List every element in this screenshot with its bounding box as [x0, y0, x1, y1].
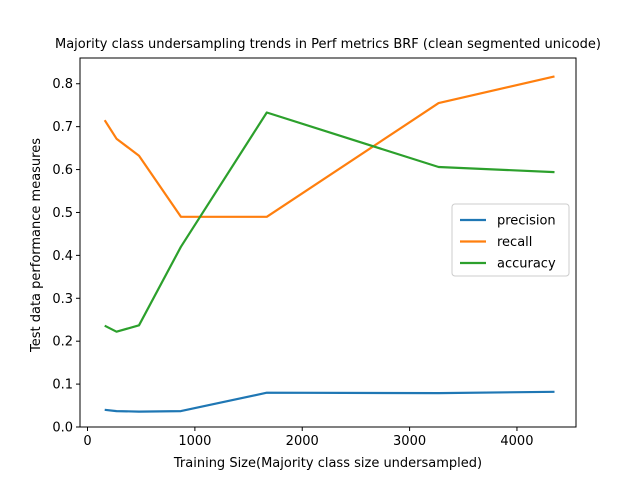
legend-label-precision: precision — [497, 214, 556, 229]
x-axis-label: Training Size(Majority class size unders… — [173, 456, 482, 471]
series-line-precision — [104, 390, 555, 413]
y-tick-label: 0.6 — [52, 163, 73, 178]
chart-title: Majority class undersampling trends in P… — [55, 37, 601, 52]
y-tick-label: 0.2 — [52, 335, 73, 350]
y-axis: 0.0 0.1 0.2 0.3 0.4 0.5 0.6 0.7 0.8 — [52, 77, 80, 436]
legend-label-recall: recall — [497, 235, 532, 250]
x-tick-label: 2000 — [286, 434, 319, 449]
legend-box — [451, 203, 570, 277]
y-axis-label: Test data performance measures — [29, 138, 44, 353]
x-axis: 0 1000 2000 3000 4000 — [83, 427, 533, 449]
x-tick-label: 1000 — [178, 434, 211, 449]
x-tick-label: 3000 — [393, 434, 426, 449]
y-tick-label: 0.8 — [52, 77, 73, 92]
legend: precision recall accuracy — [451, 203, 570, 277]
series-line-accuracy — [104, 111, 555, 333]
plot-frame — [79, 57, 577, 428]
y-tick-label: 0.4 — [52, 249, 73, 264]
legend-label-accuracy: accuracy — [497, 257, 556, 272]
x-tick-label: 0 — [83, 434, 91, 449]
x-tick-label: 4000 — [500, 434, 533, 449]
series-group — [103, 75, 555, 413]
y-tick-label: 0.1 — [52, 378, 73, 393]
y-tick-label: 0.0 — [52, 421, 73, 436]
y-tick-label: 0.7 — [52, 120, 73, 135]
series-line-recall — [103, 75, 555, 218]
y-tick-label: 0.3 — [52, 292, 73, 307]
y-tick-label: 0.5 — [52, 206, 73, 221]
